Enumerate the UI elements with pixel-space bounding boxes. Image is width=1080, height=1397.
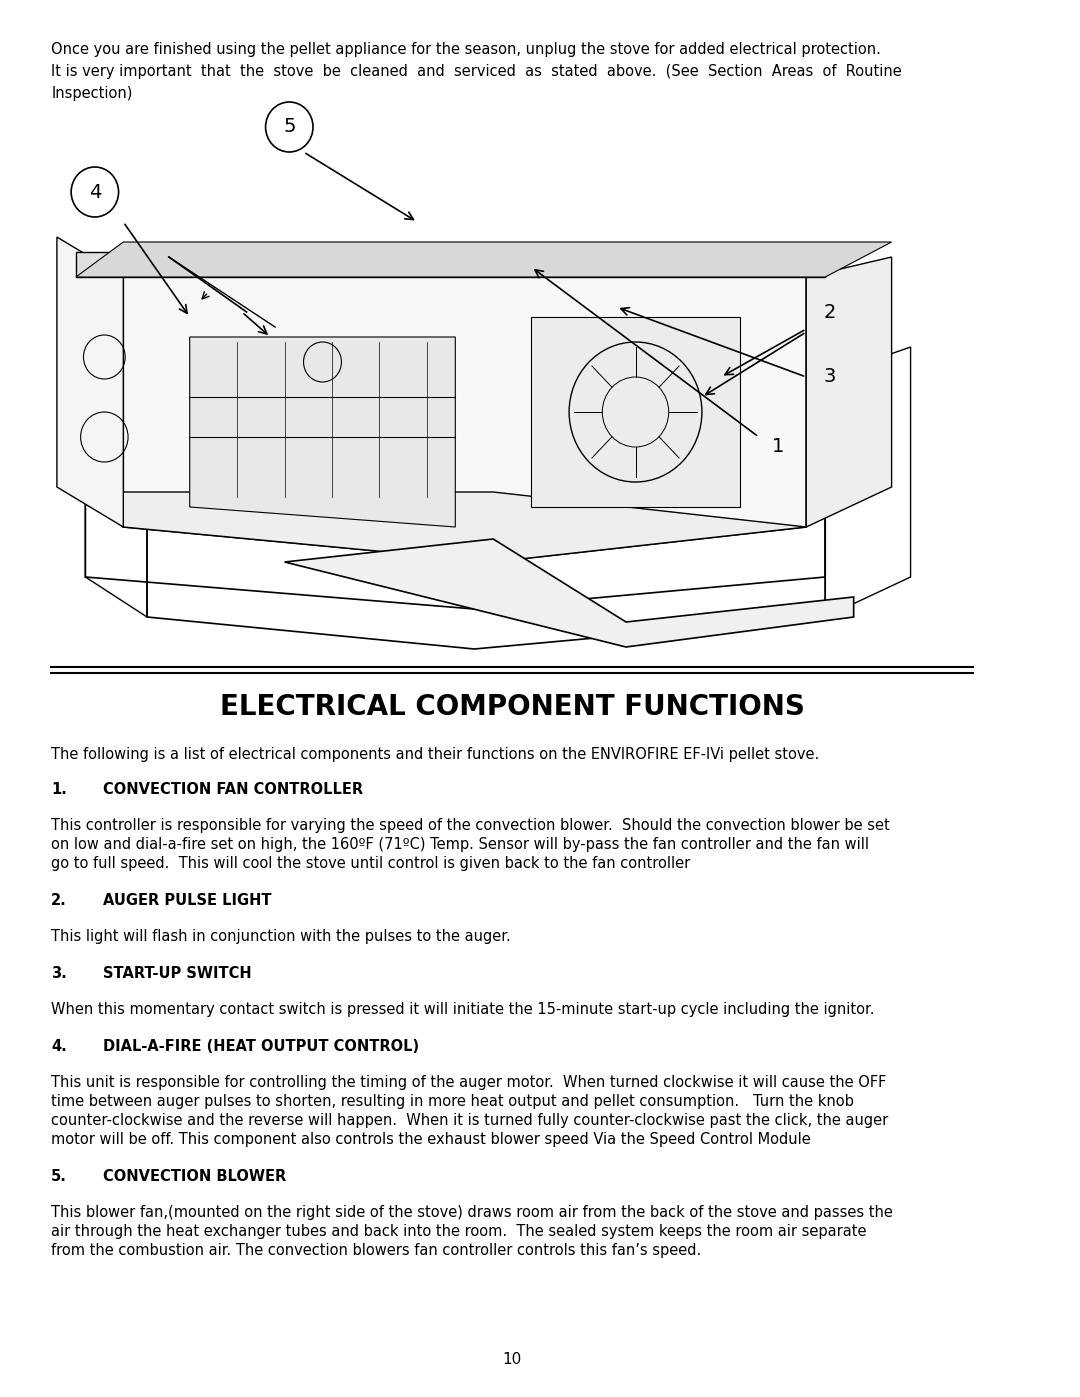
Text: go to full speed.  This will cool the stove until control is given back to the f: go to full speed. This will cool the sto… <box>51 856 690 870</box>
Text: It is very important  that  the  stove  be  cleaned  and  serviced  as  stated  : It is very important that the stove be c… <box>51 64 902 80</box>
Text: time between auger pulses to shorten, resulting in more heat output and pellet c: time between auger pulses to shorten, re… <box>51 1094 854 1109</box>
Text: 1.: 1. <box>51 782 67 798</box>
Text: This unit is responsible for controlling the timing of the auger motor.  When tu: This unit is responsible for controlling… <box>51 1076 887 1090</box>
Text: 1: 1 <box>771 437 784 457</box>
Polygon shape <box>284 539 853 647</box>
Text: 3.: 3. <box>51 965 67 981</box>
Text: 2: 2 <box>824 303 836 321</box>
Text: on low and dial-a-fire set on high, the 160ºF (71ºC) Temp. Sensor will by-pass t: on low and dial-a-fire set on high, the … <box>51 837 869 852</box>
Text: Inspection): Inspection) <box>51 87 133 101</box>
Text: The following is a list of electrical components and their functions on the ENVI: The following is a list of electrical co… <box>51 747 820 761</box>
Polygon shape <box>190 337 456 527</box>
Text: motor will be off. This component also controls the exhaust blower speed Via the: motor will be off. This component also c… <box>51 1132 811 1147</box>
Polygon shape <box>76 251 825 277</box>
Text: counter-clockwise and the reverse will happen.  When it is turned fully counter-: counter-clockwise and the reverse will h… <box>51 1113 889 1127</box>
Polygon shape <box>123 492 807 562</box>
Text: 3: 3 <box>824 367 836 387</box>
Text: This blower fan,(mounted on the right side of the stove) draws room air from the: This blower fan,(mounted on the right si… <box>51 1206 893 1220</box>
Text: 10: 10 <box>502 1352 522 1368</box>
Text: Once you are finished using the pellet appliance for the season, unplug the stov: Once you are finished using the pellet a… <box>51 42 881 57</box>
Text: 4.: 4. <box>51 1039 67 1053</box>
Polygon shape <box>123 277 807 562</box>
Text: 2.: 2. <box>51 893 67 908</box>
Text: 5: 5 <box>283 117 296 137</box>
Text: This light will flash in conjunction with the pulses to the auger.: This light will flash in conjunction wit… <box>51 929 511 944</box>
Text: from the combustion air. The convection blowers fan controller controls this fan: from the combustion air. The convection … <box>51 1243 702 1259</box>
Text: START-UP SWITCH: START-UP SWITCH <box>104 965 252 981</box>
Text: CONVECTION FAN CONTROLLER: CONVECTION FAN CONTROLLER <box>104 782 364 798</box>
Text: air through the heat exchanger tubes and back into the room.  The sealed system : air through the heat exchanger tubes and… <box>51 1224 867 1239</box>
Text: AUGER PULSE LIGHT: AUGER PULSE LIGHT <box>104 893 272 908</box>
Polygon shape <box>807 257 892 527</box>
Text: When this momentary contact switch is pressed it will initiate the 15-minute sta: When this momentary contact switch is pr… <box>51 1002 875 1017</box>
Text: DIAL-A-FIRE (HEAT OUTPUT CONTROL): DIAL-A-FIRE (HEAT OUTPUT CONTROL) <box>104 1039 419 1053</box>
Polygon shape <box>531 317 740 507</box>
Text: ELECTRICAL COMPONENT FUNCTIONS: ELECTRICAL COMPONENT FUNCTIONS <box>219 693 805 721</box>
Text: CONVECTION BLOWER: CONVECTION BLOWER <box>104 1169 286 1185</box>
Text: 5.: 5. <box>51 1169 67 1185</box>
Text: This controller is responsible for varying the speed of the convection blower.  : This controller is responsible for varyi… <box>51 819 890 833</box>
Text: 4: 4 <box>89 183 102 201</box>
Polygon shape <box>57 237 123 527</box>
Polygon shape <box>76 242 892 277</box>
